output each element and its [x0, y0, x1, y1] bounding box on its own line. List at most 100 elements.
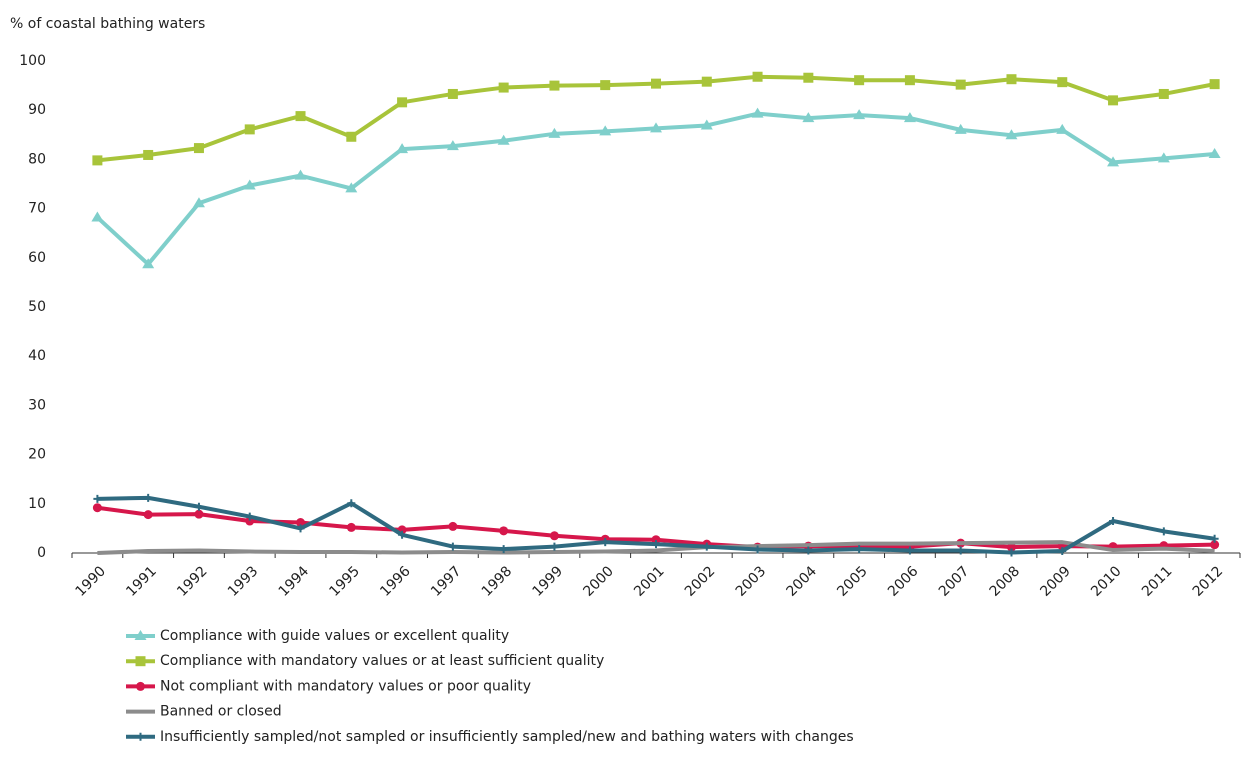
y-tick-label: 90 — [28, 102, 46, 118]
x-tick-label: 1995 — [326, 563, 363, 600]
point — [498, 82, 509, 93]
point — [702, 542, 711, 551]
legend-label: Insufficiently sampled/not sampled or in… — [160, 729, 854, 745]
x-tick-label: 2009 — [1037, 563, 1074, 600]
legend-label: Compliance with mandatory values or at l… — [160, 653, 604, 669]
x-tick-label: 1991 — [123, 563, 160, 600]
point — [599, 125, 612, 136]
y-tick-label: 50 — [28, 299, 46, 315]
point — [448, 542, 457, 551]
y-tick-label: 0 — [37, 545, 46, 561]
point — [1058, 547, 1067, 556]
point — [194, 502, 203, 511]
point — [1056, 123, 1069, 134]
point — [650, 122, 662, 133]
point — [854, 75, 865, 86]
point — [92, 503, 102, 513]
point — [134, 630, 147, 640]
point — [143, 149, 154, 160]
x-tick-label: 2002 — [682, 563, 719, 600]
y-tick-label: 40 — [28, 348, 46, 364]
point — [296, 524, 305, 533]
point — [804, 546, 813, 555]
point — [700, 119, 713, 130]
point — [905, 546, 914, 555]
point — [447, 88, 458, 99]
point — [1108, 95, 1119, 106]
point — [853, 109, 866, 120]
x-tick-label: 2005 — [834, 563, 871, 600]
point — [651, 78, 661, 89]
point — [1006, 542, 1016, 552]
point — [396, 143, 409, 154]
point — [1158, 88, 1169, 99]
point — [346, 522, 356, 532]
series-line — [97, 540, 1215, 555]
y-tick-label: 10 — [28, 496, 46, 512]
point — [802, 112, 815, 123]
point — [194, 509, 204, 519]
x-tick-label: 1997 — [428, 563, 465, 600]
point — [92, 155, 103, 166]
point — [347, 499, 356, 508]
point — [497, 134, 510, 145]
y-tick-label: 30 — [28, 397, 46, 413]
point — [93, 494, 102, 503]
x-tick-label: 2011 — [1139, 563, 1176, 600]
point — [135, 656, 146, 667]
x-tick-label: 1990 — [73, 563, 110, 600]
point — [904, 75, 915, 86]
point — [956, 546, 965, 555]
point — [398, 530, 407, 539]
point — [752, 71, 763, 82]
y-axis-label: % of coastal bathing waters — [10, 16, 205, 32]
point — [549, 531, 559, 541]
x-tick-label: 2006 — [885, 563, 922, 600]
x-tick-label: 1994 — [276, 563, 313, 600]
y-tick-label: 70 — [28, 201, 46, 217]
point — [1210, 540, 1220, 550]
point — [294, 169, 307, 180]
point — [1209, 79, 1220, 90]
legend-label: Banned or closed — [160, 704, 282, 720]
x-tick-label: 2008 — [987, 563, 1024, 600]
point — [1208, 147, 1221, 158]
point — [345, 182, 358, 193]
point — [954, 123, 967, 134]
point — [549, 80, 560, 91]
legend-label: Not compliant with mandatory values or p… — [160, 678, 531, 694]
point — [245, 512, 254, 521]
x-tick-label: 2003 — [733, 563, 770, 600]
point — [550, 542, 559, 551]
point — [142, 258, 155, 269]
point — [753, 545, 762, 554]
point — [751, 107, 764, 118]
x-tick-label: 1993 — [225, 563, 262, 600]
point — [397, 97, 408, 108]
point — [91, 211, 104, 222]
point — [701, 76, 712, 87]
point — [1109, 517, 1118, 526]
point — [193, 143, 204, 154]
point — [192, 197, 205, 208]
y-tick-label: 60 — [28, 250, 46, 266]
point — [499, 545, 508, 554]
point — [143, 510, 153, 520]
x-tick-label: 2007 — [936, 563, 973, 600]
y-tick-label: 80 — [28, 151, 46, 167]
point — [499, 526, 509, 536]
x-tick-label: 2000 — [580, 563, 617, 600]
point — [446, 140, 459, 151]
x-tick-label: 2001 — [631, 563, 668, 600]
legend-label: Compliance with guide values or excellen… — [160, 628, 509, 644]
series-line — [97, 74, 1215, 163]
x-tick-label: 1996 — [377, 563, 414, 600]
point — [955, 79, 966, 90]
point — [651, 535, 661, 545]
point — [448, 521, 458, 531]
x-tick-label: 1998 — [479, 563, 516, 600]
point — [855, 545, 864, 554]
y-tick-label: 100 — [19, 53, 46, 69]
point — [296, 517, 306, 527]
